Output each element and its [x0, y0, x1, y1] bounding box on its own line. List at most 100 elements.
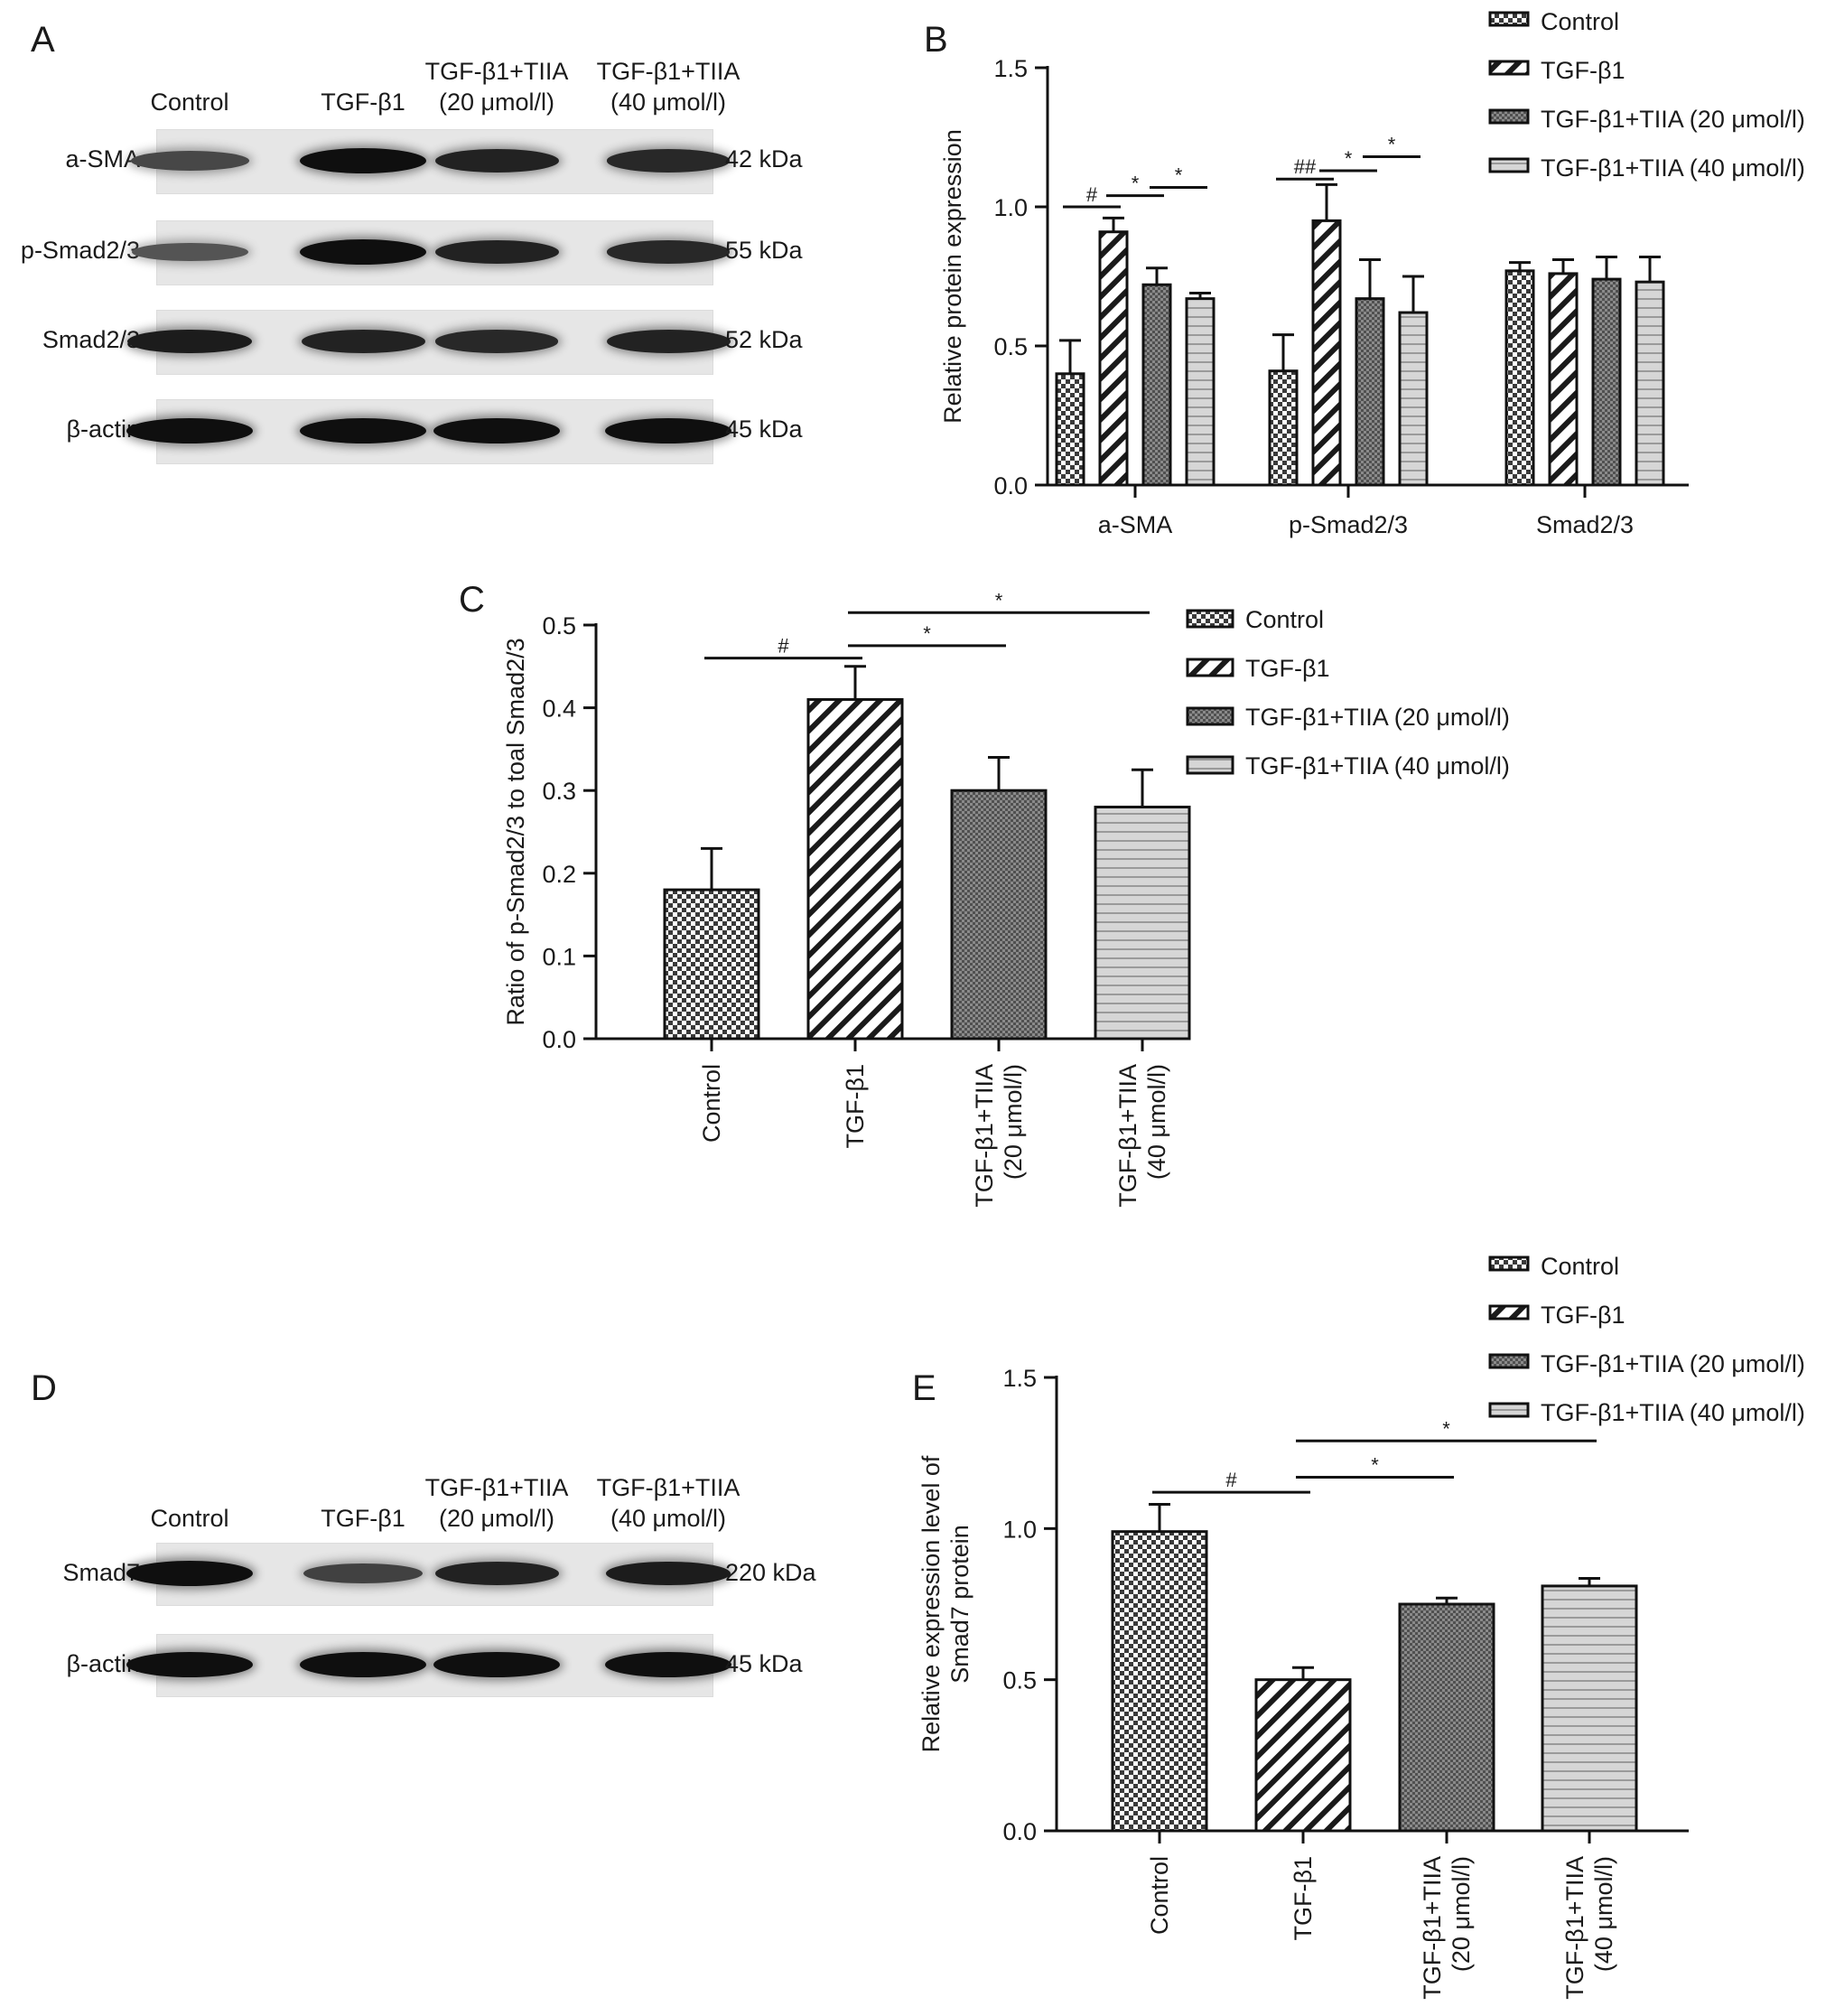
y-tick-label: 1.5	[993, 55, 1028, 82]
legend-swatch	[1488, 1402, 1530, 1418]
blot-column-label: Control	[90, 87, 289, 117]
blot-band	[300, 1652, 426, 1677]
y-tick-label: 1.0	[993, 194, 1028, 221]
legend-label: Control	[1541, 8, 1619, 35]
blot-column-line: TGF-β1+TIIA	[596, 1474, 741, 1501]
blot-band	[130, 151, 249, 171]
chart-c: 0.0 0.1 0.2 0.3 0.4 0.5 Ratio of p-Smad2/3 to …	[502, 589, 1510, 1208]
bar	[950, 789, 1048, 1041]
blot-band	[606, 1561, 731, 1586]
y-tick-label: 0.4	[542, 695, 576, 723]
legend-swatch	[1488, 60, 1530, 76]
significance-marker: #	[1225, 1469, 1237, 1491]
blot-band	[300, 239, 426, 265]
legend-swatch	[1186, 755, 1234, 775]
x-tick-label: p-Smad2/3	[1289, 511, 1408, 538]
blot-column-label: TGF-β1+TIIA (20 μmol/l)	[397, 56, 596, 117]
significance-marker: #	[1086, 183, 1098, 206]
x-tick-label: TGF-β1+TIIA	[1114, 1064, 1141, 1208]
blot-band	[126, 1652, 253, 1677]
blot-column-label: TGF-β1+TIIA (40 μmol/l)	[569, 56, 768, 117]
blot-kda-label: 45 kDa	[725, 1650, 803, 1677]
x-tick-label: (40 μmol/l)	[1143, 1064, 1170, 1180]
blot-kda-label: 45 kDa	[725, 415, 803, 443]
panel-letter-b: B	[924, 20, 948, 60]
blot-band	[605, 1652, 731, 1677]
legend-label: TGF-β1+TIIA (20 μmol/l)	[1541, 1350, 1805, 1377]
legend-label: TGF-β1+TIIA (40 μmol/l)	[1541, 154, 1805, 182]
y-tick-label: 0.0	[993, 472, 1028, 499]
legend-swatch	[1488, 1304, 1530, 1321]
bar	[1541, 1584, 1638, 1833]
y-axis-label: Relative protein expression	[939, 129, 966, 424]
blot-row-label: a-SMA	[65, 145, 140, 173]
x-tick-label: (20 μmol/l)	[1000, 1064, 1027, 1180]
blot-band	[433, 418, 560, 443]
y-axis-label: Ratio of p-Smad2/3 to toal Smad2/3	[502, 638, 529, 1025]
bar	[1398, 1602, 1495, 1833]
blot-column-line: TGF-β1	[321, 1505, 405, 1532]
panel-letter-e: E	[912, 1368, 936, 1408]
blot-band	[434, 149, 559, 173]
legend-swatch	[1186, 658, 1234, 677]
significance-marker: #	[778, 635, 789, 658]
x-tick-label: TGF-β1+TIIA	[1561, 1856, 1588, 2000]
y-axis-label: Relative expression level of	[918, 1455, 945, 1752]
x-tick-label: TGF-β1	[842, 1064, 869, 1149]
legend-label: TGF-β1+TIIA (20 μmol/l)	[1541, 106, 1805, 133]
blot-row-label: Smad7	[62, 1559, 140, 1586]
blot-band	[433, 1652, 560, 1677]
blot-column-line: Control	[150, 89, 229, 116]
x-tick-label: Smad2/3	[1536, 511, 1634, 538]
x-tick-label: (20 μmol/l)	[1448, 1856, 1475, 1972]
panel-letter-d: D	[31, 1368, 57, 1408]
y-tick-label: 0.2	[542, 861, 576, 888]
legend-swatch	[1186, 609, 1234, 629]
blot-column-line: TGF-β1+TIIA	[596, 58, 741, 85]
bar	[663, 888, 760, 1041]
blot-band	[303, 1563, 423, 1584]
legend-swatch	[1488, 11, 1530, 27]
y-axis-label: Smad7 protein	[946, 1525, 973, 1684]
legend-label: TGF-β1	[1541, 57, 1625, 84]
blot-row-label: β-actin	[66, 415, 140, 443]
blot-kda-label: 42 kDa	[725, 145, 803, 173]
blot-column-line: (40 μmol/l)	[610, 89, 727, 116]
legend-swatch	[1488, 157, 1530, 173]
panel-letter-a: A	[31, 20, 55, 60]
legend-swatch	[1488, 1353, 1530, 1369]
blot-column-label: TGF-β1+TIIA (20 μmol/l)	[397, 1472, 596, 1534]
bar	[1548, 272, 1579, 487]
x-tick-label: Control	[698, 1064, 725, 1143]
x-tick-label: (40 μmol/l)	[1590, 1856, 1617, 1972]
bar	[1254, 1678, 1352, 1833]
legend-label: TGF-β1+TIIA (20 μmol/l)	[1245, 704, 1510, 731]
chart-b: 0.0 0.5 1.0 1.5 Relative protein expression a…	[939, 8, 1805, 538]
y-tick-label: 0.5	[542, 612, 576, 639]
bar	[806, 697, 904, 1041]
legend-label: Control	[1541, 1253, 1619, 1280]
blot-row-label: Smad2/3	[42, 326, 140, 353]
panel-letter-c: C	[459, 580, 485, 620]
y-tick-label: 1.0	[1002, 1516, 1037, 1543]
chart-e: 0.0 0.5 1.0 1.5 Relative expression level of…	[918, 1253, 1805, 2000]
x-tick-label: a-SMA	[1098, 511, 1173, 538]
y-tick-label: 0.0	[542, 1026, 576, 1053]
y-tick-label: 0.5	[993, 333, 1028, 360]
significance-marker: *	[1442, 1417, 1450, 1440]
significance-marker: *	[1132, 173, 1140, 195]
blot-kda-label: 220 kDa	[725, 1559, 816, 1586]
y-tick-label: 0.5	[1002, 1667, 1037, 1694]
bar	[1185, 297, 1216, 487]
significance-marker: *	[1371, 1453, 1379, 1476]
blot-column-line: TGF-β1	[321, 89, 405, 116]
legend-swatch	[1488, 108, 1530, 125]
blot-band	[126, 1561, 253, 1586]
blot-column-line: (20 μmol/l)	[438, 89, 555, 116]
bar	[1355, 297, 1385, 487]
blot-row-label: β-actin	[66, 1650, 140, 1677]
bar	[1141, 283, 1172, 487]
blot-kda-label: 55 kDa	[725, 237, 803, 264]
blot-column-line: (20 μmol/l)	[438, 1505, 555, 1532]
western-blot-d: Control TGF-β1 TGF-β1+TIIA (20 μmol/l) TGF-β…	[0, 1445, 903, 1716]
